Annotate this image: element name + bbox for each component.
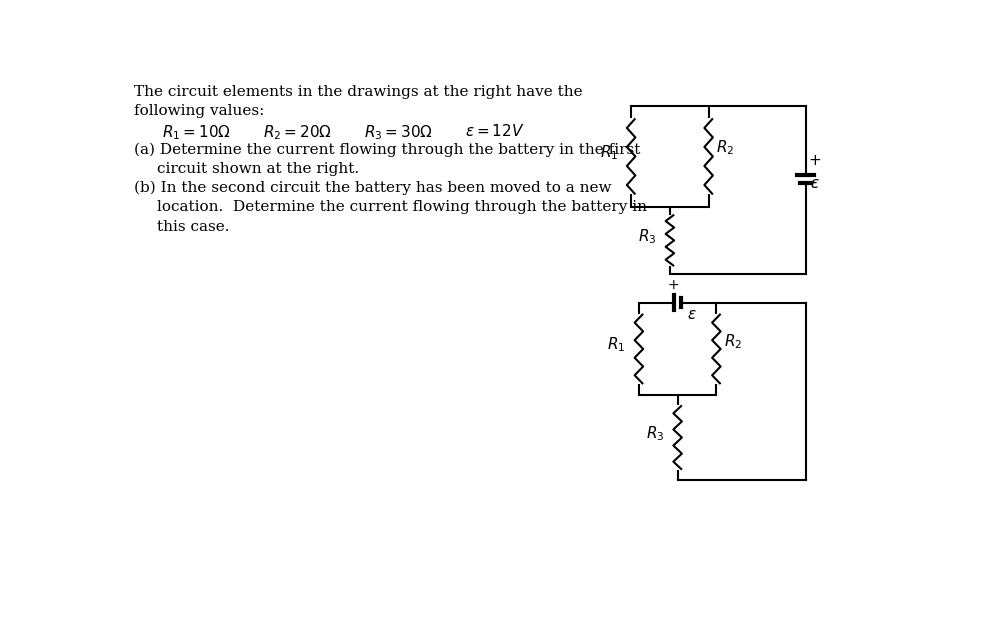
Text: $\varepsilon = 12V$: $\varepsilon = 12V$: [464, 123, 525, 139]
Text: $\varepsilon$: $\varepsilon$: [810, 176, 820, 191]
Text: $R_3$: $R_3$: [638, 227, 657, 246]
Text: $R_1$: $R_1$: [608, 336, 625, 355]
Text: location.  Determine the current flowing through the battery in: location. Determine the current flowing …: [157, 200, 647, 214]
Text: $R_2$: $R_2$: [716, 138, 735, 157]
Text: $R_2 = 20\Omega$: $R_2 = 20\Omega$: [263, 123, 332, 142]
Text: following values:: following values:: [133, 104, 264, 118]
Text: +: +: [808, 153, 821, 168]
Text: $R_3$: $R_3$: [646, 424, 665, 443]
Text: $R_3 = 30\Omega$: $R_3 = 30\Omega$: [364, 123, 433, 142]
Text: $\varepsilon$: $\varepsilon$: [687, 307, 697, 321]
Text: $R_2$: $R_2$: [724, 332, 742, 351]
Text: (a) Determine the current flowing through the battery in the first: (a) Determine the current flowing throug…: [133, 142, 640, 157]
Text: +: +: [668, 278, 679, 292]
Text: $R_1 = 10\Omega$: $R_1 = 10\Omega$: [162, 123, 231, 142]
Text: The circuit elements in the drawings at the right have the: The circuit elements in the drawings at …: [133, 85, 582, 99]
Text: (b) In the second circuit the battery has been moved to a new: (b) In the second circuit the battery ha…: [133, 181, 611, 195]
Text: this case.: this case.: [157, 220, 229, 234]
Text: circuit shown at the right.: circuit shown at the right.: [157, 162, 359, 176]
Text: $R_1$: $R_1$: [600, 143, 618, 162]
